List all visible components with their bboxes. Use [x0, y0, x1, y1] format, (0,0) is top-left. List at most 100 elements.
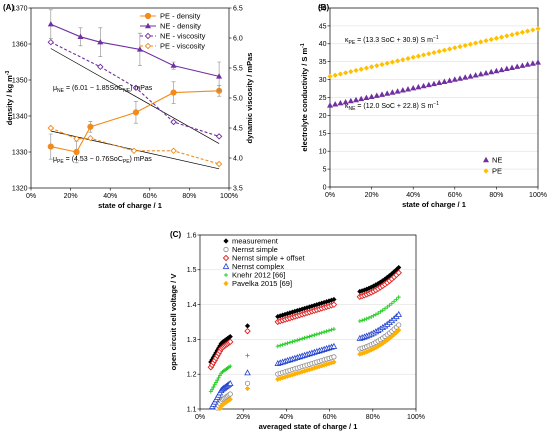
data-point [312, 333, 317, 338]
data-point [369, 314, 374, 319]
data-point [287, 340, 292, 345]
data-point [395, 269, 402, 277]
data-point [425, 81, 432, 88]
data-point [396, 295, 401, 300]
data-point [294, 370, 300, 376]
x-tick-label: 60% [448, 192, 462, 199]
data-point [332, 101, 339, 107]
legend-marker [144, 12, 152, 20]
series-pavelka-2015-69 [217, 327, 402, 412]
data-point [467, 73, 474, 79]
legend-label: Nernst complex [232, 262, 284, 271]
data-point [436, 79, 443, 86]
series-nernst-simple [214, 322, 402, 411]
data-point [228, 364, 233, 369]
data-point [331, 359, 337, 365]
data-point [457, 44, 463, 50]
data-point [488, 36, 494, 43]
data-point [380, 308, 385, 313]
data-point [302, 305, 308, 312]
data-point [244, 369, 251, 376]
data-point [362, 317, 367, 322]
y2-tick-label: 5.0 [233, 95, 243, 102]
annotation-part: NE [57, 88, 65, 94]
data-point [218, 341, 224, 347]
data-point [215, 378, 220, 383]
data-point [47, 124, 55, 132]
data-point [385, 304, 390, 309]
annotation-part: PE [123, 159, 130, 165]
data-point [396, 264, 402, 271]
annotation-part: μ [53, 85, 57, 92]
data-point [514, 63, 521, 69]
annotation-part: κ [345, 103, 349, 110]
annotation-part: −1 [433, 101, 439, 107]
data-point [307, 334, 312, 339]
data-point [353, 67, 359, 74]
annotation-part: = (12.0 SoC + 22.8) S m [355, 103, 433, 110]
data-point [519, 62, 526, 68]
y2-tick-label: 6.0 [233, 35, 243, 42]
data-point [218, 403, 224, 409]
annotation-part: PE [349, 40, 356, 46]
data-point [136, 46, 143, 52]
data-point [525, 28, 531, 34]
data-point [519, 29, 525, 35]
equation-label: κPE = (13.3 SoC + 30.9) S m−1 [345, 35, 439, 46]
legend-label: Knehr 2012 [66] [232, 271, 285, 280]
data-point [373, 312, 378, 317]
data-point [436, 48, 442, 54]
x-tick-label: 20% [236, 414, 250, 421]
data-point [389, 59, 395, 65]
legend-label: measurement [232, 237, 279, 246]
data-point [277, 313, 283, 319]
x-tick-label: 100% [529, 192, 547, 199]
data-point [170, 118, 177, 126]
data-point [366, 315, 371, 320]
y-tick-label: 5 [323, 167, 327, 174]
data-point [447, 46, 453, 52]
data-point [370, 346, 377, 352]
x-tick-label: 100% [220, 193, 238, 200]
data-point [382, 339, 388, 345]
legend-marker [223, 246, 229, 253]
x-tick-label: 40% [279, 414, 293, 421]
data-point [380, 278, 386, 284]
y-tick-label: 50 [319, 5, 327, 12]
data-point [311, 302, 317, 309]
data-point [306, 304, 313, 310]
y2-tick-label: 5.5 [233, 65, 243, 72]
data-point [431, 49, 437, 56]
data-point [374, 63, 380, 69]
data-point [431, 80, 437, 87]
equation-label: κNE = (12.0 SoC + 22.8) S m−1 [345, 101, 439, 112]
y-tick-label: 1.4 [187, 302, 197, 309]
data-point [226, 379, 234, 386]
data-point [210, 387, 215, 392]
data-point [97, 63, 104, 71]
y-tick-label: 45 [319, 23, 327, 30]
data-point [132, 84, 140, 92]
data-point [396, 327, 402, 333]
x-tick-label: 80% [366, 414, 380, 421]
y-tick-label: 1370 [12, 5, 28, 12]
data-point [331, 354, 337, 360]
data-point [493, 67, 500, 74]
legend-marker [483, 156, 489, 163]
data-point [331, 327, 336, 332]
data-point [316, 363, 322, 370]
y2-tick-label: 4.5 [233, 125, 243, 132]
plot-frame [199, 234, 417, 410]
data-point [275, 376, 281, 382]
data-point [478, 39, 484, 45]
fit-line [50, 48, 220, 144]
data-point [211, 385, 216, 390]
data-point [314, 332, 319, 337]
data-point [302, 368, 308, 374]
data-point [342, 98, 349, 105]
data-point [227, 334, 233, 340]
data-point [524, 61, 531, 67]
data-point [302, 335, 307, 340]
x-tick-label: 60% [323, 414, 337, 421]
